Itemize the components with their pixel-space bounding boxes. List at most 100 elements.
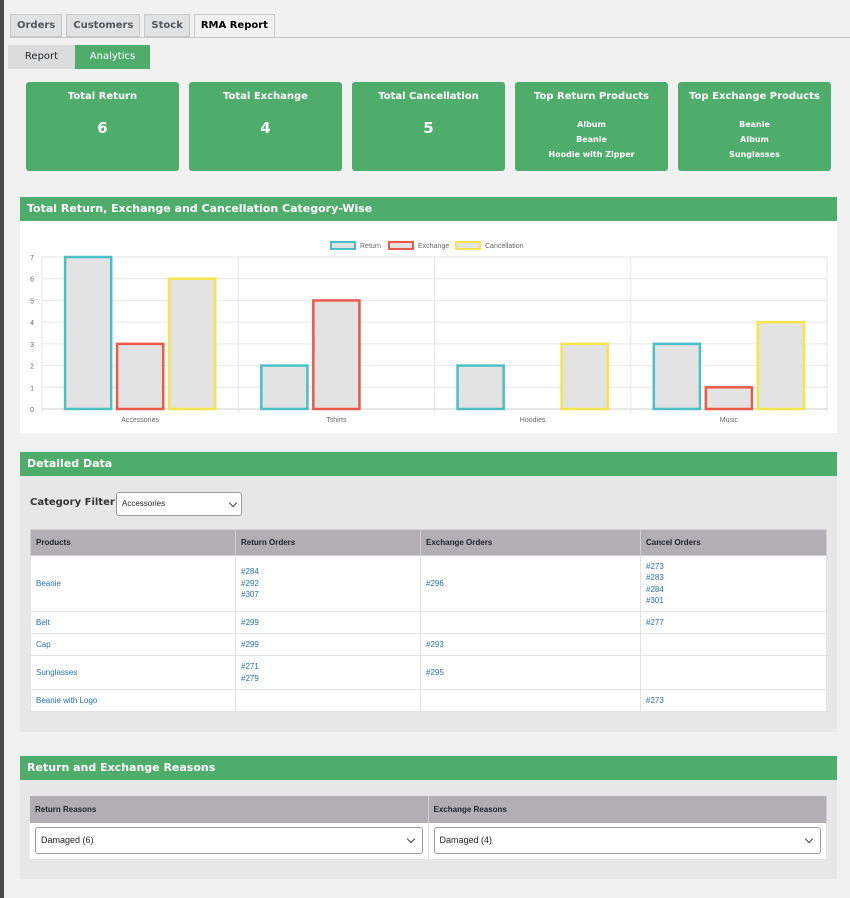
chart-section-title: Total Return, Exchange and Cancellation … [20,197,837,221]
col-exchange-orders: Exchange Orders [420,529,641,556]
card-title: Total Return [67,91,138,102]
card-list-item: Album [577,120,606,129]
chevron-down-icon [406,834,415,844]
card-title: Top Return Products [534,91,649,102]
card-top-return-products: Top Return Products Album Beanie Hoodie … [515,82,668,171]
card-top-exchange-products: Top Exchange Products Beanie Album Sungl… [678,82,831,171]
order-link[interactable]: #279 [241,673,259,683]
order-link[interactable]: #273 [646,561,664,571]
reasons-table: Return Reasons Exchange Reasons Damaged … [30,796,827,859]
y-tick-label: 1 [30,385,34,392]
exchange-orders-cell: #295 [420,655,641,690]
card-value: 6 [97,119,108,137]
card-title: Total Cancellation [378,91,479,102]
bar-chart-svg: 0 1 2 3 4 5 6 7 Accessories Tshirts Hoodies Music Re… [30,241,828,424]
y-tick-label: 4 [30,320,34,327]
detail-table: Products Return Orders Exchange Orders C… [30,529,827,712]
exchange-orders-cell [420,611,641,634]
legend-label: Cancellation [485,243,524,250]
x-tick-label: Hoodies [520,417,546,424]
detail-table-body: Beanie #284 #292 #307 #296 #273 #283 #284 #301 Be… [30,555,827,712]
y-tick-label: 3 [30,342,34,349]
order-link[interactable]: #296 [426,578,444,588]
y-tick-label: 0 [30,407,34,414]
order-link[interactable]: #277 [646,617,664,627]
table-row: Sunglasses #271 #279 #295 [30,655,827,690]
subtab-report[interactable]: Report [8,45,75,69]
card-list-item: Beanie [739,120,770,129]
category-filter-select[interactable]: Accessories [116,492,242,516]
table-header-row: Products Return Orders Exchange Orders C… [30,529,827,556]
order-link[interactable]: #293 [426,639,444,649]
product-link[interactable]: Cap [30,633,236,656]
product-link[interactable]: Belt [30,611,236,634]
bar-cancellation [167,277,217,411]
detail-panel: Category Filter Accessories Products Ret… [20,476,837,732]
card-list-item: Hoodie with Zipper [548,150,635,159]
admin-sidebar-edge [0,0,4,898]
table-row: Beanie #284 #292 #307 #296 #273 #283 #284 #301 [30,555,827,612]
category-bar-chart: 0 1 2 3 4 5 6 7 Accessories Tshirts Hoodies Music Re… [20,221,837,433]
bar-exchange [312,299,361,411]
exchange-orders-cell [420,689,641,712]
reasons-panel: Return Reasons Exchange Reasons Damaged … [20,780,837,879]
exchange-reasons-value: Damaged (4) [439,835,493,845]
bar-return [456,364,505,411]
order-link[interactable]: #299 [241,617,259,627]
chevron-down-icon [228,498,238,508]
legend-swatch-cancellation [455,241,481,250]
col-cancel-orders: Cancel Orders [640,529,827,556]
card-product-list: Album Beanie Hoodie with Zipper [515,117,668,162]
order-link[interactable]: #295 [426,667,444,677]
reasons-body-row: Damaged (6) Damaged (4) [30,823,827,859]
tab-stock[interactable]: Stock [144,14,190,37]
order-link[interactable]: #299 [241,639,259,649]
card-value: 4 [260,119,271,137]
return-orders-cell: #299 [235,611,421,634]
col-return-reasons: Return Reasons [30,796,429,823]
bar-cancellation [756,320,806,411]
return-reasons-select[interactable]: Damaged (6) [35,827,423,854]
nav-divider [10,37,850,38]
order-link[interactable]: #284 [646,584,664,594]
subtab-analytics[interactable]: Analytics [75,45,150,69]
legend-label: Return [360,243,381,250]
order-link[interactable]: #301 [646,596,664,605]
card-value: 5 [423,119,434,137]
bar-exchange [115,342,165,411]
order-link[interactable]: #273 [646,695,664,705]
order-link[interactable]: #271 [241,662,259,671]
main-nav-tabs: Orders Customers Stock RMA Report [10,14,275,38]
col-return-orders: Return Orders [235,529,421,556]
legend-swatch-exchange [388,241,414,250]
tab-customers[interactable]: Customers [66,14,141,37]
card-total-cancellation: Total Cancellation 5 [352,82,505,171]
order-link[interactable]: #307 [241,590,259,600]
return-reasons-cell: Damaged (6) [30,823,429,859]
bar-return [260,364,309,411]
tab-orders[interactable]: Orders [10,14,63,37]
bar-return [63,255,113,411]
card-list-item: Album [740,135,769,144]
cancel-orders-cell: #277 [640,611,827,634]
exchange-orders-cell: #293 [420,633,641,656]
order-link[interactable]: #292 [241,578,259,588]
product-link[interactable]: Beanie with Logo [30,689,236,712]
order-link[interactable]: #283 [646,573,664,582]
bar-cancellation [560,342,609,411]
table-row: Beanie with Logo #273 [30,689,827,712]
x-tick-label: Tshirts [326,417,347,424]
category-filter-label: Category Filter [30,497,115,508]
order-link[interactable]: #284 [241,567,259,577]
exchange-reasons-select[interactable]: Damaged (4) [433,827,821,854]
tab-rma-report[interactable]: RMA Report [193,14,275,38]
reasons-section-title: Return and Exchange Reasons [20,756,837,780]
col-exchange-reasons: Exchange Reasons [429,796,827,823]
product-link[interactable]: Sunglasses [30,655,236,690]
bar-exchange [704,386,754,411]
cancel-orders-cell: #273 #283 #284 #301 [640,555,827,612]
return-orders-cell [235,689,421,712]
exchange-reasons-cell: Damaged (4) [429,823,827,859]
return-orders-cell: #271 #279 [235,655,421,690]
product-link[interactable]: Beanie [30,555,236,612]
